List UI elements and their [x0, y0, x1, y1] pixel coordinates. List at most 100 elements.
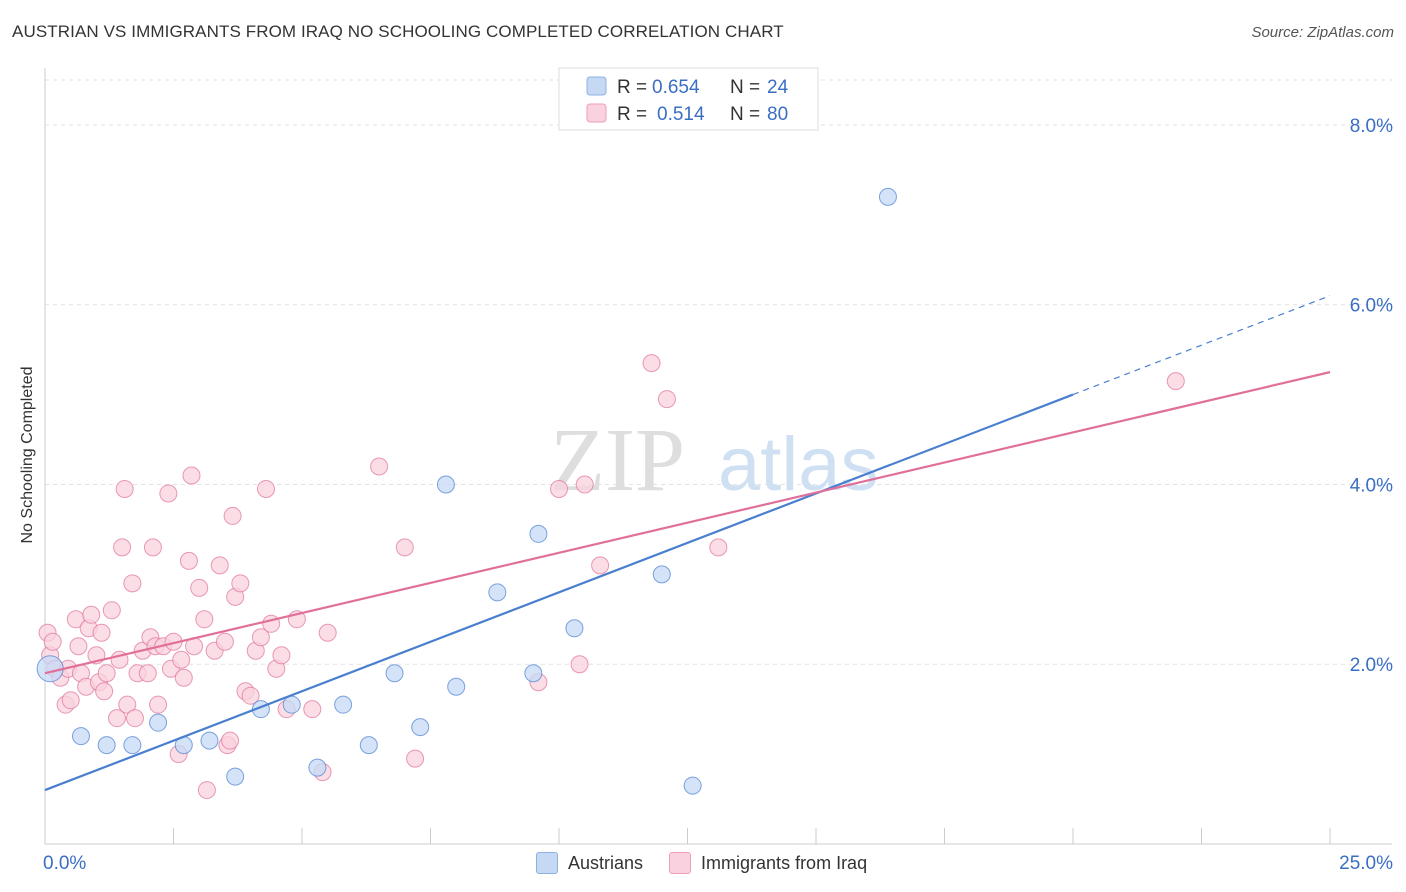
- data-point-iraq-13: [82, 605, 101, 624]
- data-point-austrians-20: [565, 619, 584, 638]
- data-point-iraq-77: [657, 390, 676, 409]
- data-point-iraq-44: [190, 578, 209, 597]
- data-point-iraq-59: [257, 479, 276, 498]
- y-tick-label-1: 4.0%: [1350, 475, 1393, 496]
- data-point-iraq-48: [210, 556, 229, 575]
- data-point-austrians-18: [524, 664, 543, 683]
- legend-item-austrians[interactable]: Austrians: [536, 852, 643, 874]
- data-point-austrians-19: [529, 524, 548, 543]
- data-point-iraq-68: [370, 457, 389, 476]
- legend-n-value-1: 24: [767, 77, 789, 98]
- legend-r-label-2: R =: [617, 104, 647, 125]
- data-point-austrians-0: [36, 655, 64, 683]
- data-point-austrians-14: [411, 718, 430, 737]
- legend-label-austrians: Austrians: [568, 852, 644, 873]
- data-point-iraq-65: [303, 700, 322, 719]
- data-point-iraq-76: [642, 354, 661, 373]
- data-point-austrians-12: [359, 736, 378, 755]
- data-point-austrians-21: [652, 565, 671, 584]
- data-point-iraq-69: [395, 538, 414, 557]
- data-point-austrians-11: [334, 695, 353, 714]
- x-tick-label-0: 0.0%: [43, 853, 86, 874]
- data-point-austrians-2: [97, 736, 116, 755]
- legend-label-iraq: Immigrants from Iraq: [701, 852, 868, 873]
- data-point-iraq-74: [570, 655, 589, 674]
- data-point-austrians-22: [683, 776, 702, 795]
- data-point-iraq-46: [197, 781, 216, 800]
- data-point-iraq-75: [591, 556, 610, 575]
- data-point-austrians-7: [226, 767, 245, 786]
- data-point-austrians-10: [308, 758, 327, 777]
- watermark-atlas: atlas: [718, 422, 879, 507]
- data-point-iraq-40: [174, 668, 193, 687]
- legend-r-label-1: R =: [617, 77, 647, 98]
- legend-swatch-austrians-bottom: [536, 852, 558, 874]
- data-point-iraq-70: [406, 749, 425, 768]
- data-point-iraq-72: [550, 479, 568, 498]
- data-point-iraq-29: [138, 664, 157, 683]
- data-point-austrians-23: [878, 187, 897, 206]
- data-point-iraq-26: [125, 709, 144, 728]
- data-point-austrians-16: [436, 475, 455, 494]
- data-point-iraq-78: [709, 538, 728, 557]
- legend-swatch-austrians: [586, 76, 607, 96]
- data-point-iraq-35: [159, 484, 178, 503]
- data-point-iraq-16: [92, 623, 111, 642]
- data-point-iraq-58: [251, 628, 270, 647]
- data-point-iraq-2: [43, 632, 62, 651]
- data-point-iraq-31: [143, 538, 162, 557]
- data-point-iraq-24: [118, 695, 137, 714]
- data-point-iraq-18: [97, 664, 116, 683]
- legend-swatch-iraq: [586, 103, 607, 123]
- data-point-iraq-52: [223, 506, 242, 525]
- trendline-1: [44, 371, 1331, 675]
- data-point-iraq-7: [61, 691, 80, 710]
- data-point-iraq-23: [115, 479, 134, 498]
- data-point-austrians-4: [149, 713, 168, 732]
- data-point-iraq-39: [172, 650, 191, 669]
- y-tick-label-0: 2.0%: [1350, 655, 1393, 676]
- legend-r-value-2: 0.514: [657, 104, 705, 125]
- series-0: [36, 187, 897, 795]
- chart-title: AUSTRIAN VS IMMIGRANTS FROM IRAQ NO SCHO…: [12, 22, 784, 41]
- data-point-austrians-1: [71, 727, 90, 746]
- data-point-iraq-9: [69, 637, 88, 656]
- data-point-austrians-13: [385, 664, 404, 683]
- data-point-iraq-25: [123, 574, 142, 593]
- y-tick-label-3: 8.0%: [1350, 116, 1393, 137]
- legend-top: R = 0.654 N = 24 R = 0.514 N = 80: [558, 67, 819, 131]
- data-point-iraq-73: [575, 475, 594, 494]
- legend-swatch-iraq-bottom: [669, 852, 692, 874]
- legend-bottom: Austrians Immigrants from Iraq: [536, 852, 893, 874]
- legend-item-iraq[interactable]: Immigrants from Iraq: [669, 852, 867, 874]
- data-point-austrians-17: [488, 583, 507, 602]
- data-point-iraq-67: [318, 623, 337, 642]
- data-point-iraq-19: [102, 601, 121, 620]
- data-point-iraq-41: [179, 551, 198, 570]
- legend-n-value-2: 80: [767, 104, 788, 125]
- data-point-austrians-9: [282, 695, 301, 714]
- data-point-iraq-54: [231, 574, 250, 593]
- data-point-austrians-3: [123, 736, 142, 755]
- legend-r-value-1: 0.654: [652, 77, 700, 98]
- data-point-iraq-79: [1166, 372, 1185, 391]
- watermark-zip: ZIP: [550, 411, 685, 510]
- data-point-iraq-33: [149, 695, 168, 714]
- x-tick-label-1: 25.0%: [1339, 853, 1393, 874]
- data-point-iraq-49: [215, 632, 234, 651]
- trendline-0: [44, 393, 1074, 792]
- data-point-austrians-15: [447, 677, 466, 696]
- data-point-austrians-6: [200, 731, 219, 750]
- y-axis-label: No Schooling Completed: [19, 366, 36, 544]
- legend-n-label-1: N =: [730, 77, 760, 98]
- watermark: ZIP atlas: [550, 411, 879, 510]
- data-point-iraq-56: [241, 686, 260, 705]
- data-point-iraq-62: [272, 646, 291, 665]
- data-point-iraq-51: [221, 731, 240, 750]
- data-point-iraq-20: [107, 709, 126, 728]
- trendline-extension-0: [1072, 295, 1331, 396]
- legend-n-label-2: N =: [730, 104, 760, 125]
- data-point-iraq-45: [195, 610, 214, 629]
- y-tick-label-2: 6.0%: [1350, 296, 1393, 317]
